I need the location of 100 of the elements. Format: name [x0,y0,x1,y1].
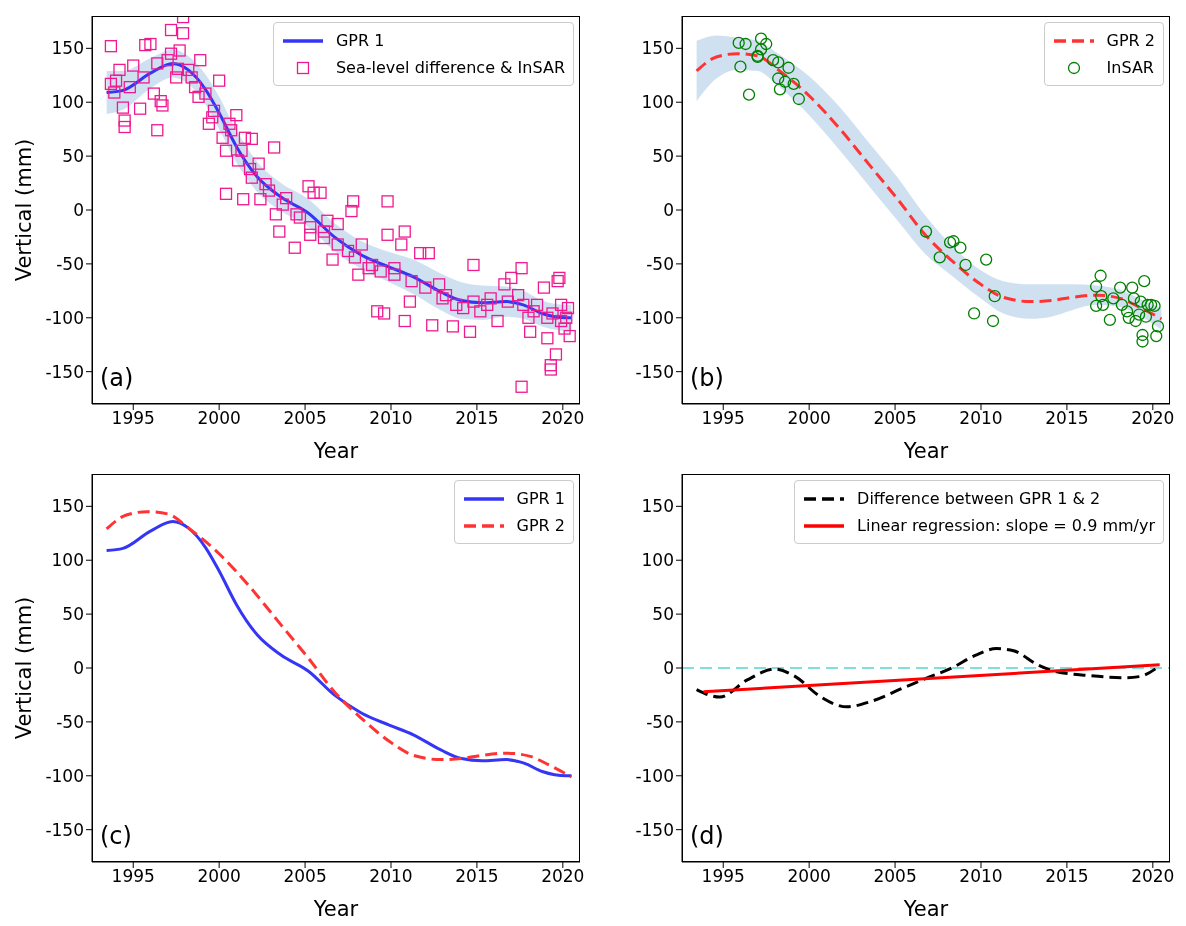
y-tick-label: -100 [635,765,674,786]
point [1129,314,1142,328]
x-tick-label: 2005 [283,408,327,429]
x-tick-label: 2005 [873,866,917,887]
point [1132,308,1146,321]
point [1134,295,1147,308]
point [1089,299,1103,313]
point [732,36,745,50]
y-tick-label: -100 [45,307,84,328]
y-tick-label: 150 [641,38,674,59]
y-tick-label: 150 [51,496,84,517]
legend-label: Sea-level difference & InSAR [335,58,565,77]
x-tick-label: 1995 [701,866,745,887]
point [1120,305,1134,318]
y-tick-label: 50 [62,604,84,625]
point [943,236,957,249]
point [1144,298,1158,311]
point [1138,274,1151,288]
y-tick-label: 100 [51,92,84,113]
point [754,43,768,56]
point [1114,281,1127,294]
x-tick-label: 2000 [197,408,241,429]
x-tick-label: 2020 [1131,408,1175,429]
y-tick-label: -50 [646,711,674,732]
point [954,241,967,254]
x-tick-label: 2005 [873,408,917,429]
point [760,37,773,51]
point [967,307,981,320]
point [1136,328,1149,342]
point [1126,281,1139,294]
point [1115,298,1129,311]
y-tick-label: 0 [663,658,674,679]
point [1141,298,1154,311]
y-tick-label: 100 [641,92,674,113]
y-tick-label: 0 [73,658,84,679]
legend-label: GPR 1 [335,31,385,50]
point [919,225,933,238]
point [986,314,1000,328]
x-tick-label: 2020 [541,408,585,429]
point [1136,335,1149,348]
point [792,92,805,106]
x-tick-label: 2010 [369,866,413,887]
y-tick-label: -50 [56,711,84,732]
y-tick-label: -100 [45,765,84,786]
point [772,56,785,69]
x-tick-label: 2010 [959,866,1003,887]
y-tick-label: -150 [45,819,84,840]
y-tick-label: 150 [641,496,674,517]
legend-label: Difference between GPR 1 & 2 [857,489,1101,508]
annotation: (d) [690,822,724,850]
x-tick-label: 2020 [1131,866,1175,887]
point [959,258,972,272]
y-axis-title: Vertical (mm) [12,138,37,282]
point [1103,313,1117,327]
x-tick-label: 1995 [111,408,155,429]
point [1139,310,1153,323]
point [742,88,756,101]
legend-label: InSAR [1106,58,1154,77]
x-tick-label: 2015 [1045,408,1089,429]
x-tick-label: 2000 [787,866,831,887]
annotation: (b) [690,364,724,392]
x-tick-label: 1995 [111,866,155,887]
point [734,60,747,73]
y-tick-label: -100 [635,307,674,328]
point [1107,292,1120,305]
x-axis-title: Year [312,897,359,921]
y-tick-label: -150 [635,361,674,382]
point [1122,311,1135,324]
point [947,235,960,248]
point [1094,269,1107,282]
point [1148,299,1161,313]
point [782,61,795,74]
x-tick-label: 2010 [369,408,413,429]
point [1150,329,1163,343]
y-tick-label: -50 [646,253,674,274]
x-axis-title: Year [902,439,949,463]
x-tick-label: 2015 [455,866,499,887]
y-tick-label: 100 [51,550,84,571]
y-tick-label: 0 [663,200,674,221]
x-tick-label: 2005 [283,866,327,887]
legend-label: Linear regression: slope = 0.9 mm/yr [857,516,1155,535]
y-tick-label: 150 [51,38,84,59]
point [979,253,993,266]
x-tick-label: 2000 [197,866,241,887]
point [739,37,752,51]
y-tick-label: 0 [73,200,84,221]
y-tick-label: -150 [45,361,84,382]
x-tick-label: 2015 [455,408,499,429]
point [1089,280,1103,293]
y-tick-label: -150 [635,819,674,840]
point [773,83,787,96]
point [754,32,768,45]
y-tick-label: 100 [641,550,674,571]
x-tick-label: 2000 [787,408,831,429]
y-axis-title: Vertical (mm) [12,596,37,740]
legend-label: GPR 2 [516,516,565,535]
y-tick-label: 50 [652,604,674,625]
point [988,290,1001,303]
point [1151,320,1165,333]
x-tick-label: 2010 [959,408,1003,429]
